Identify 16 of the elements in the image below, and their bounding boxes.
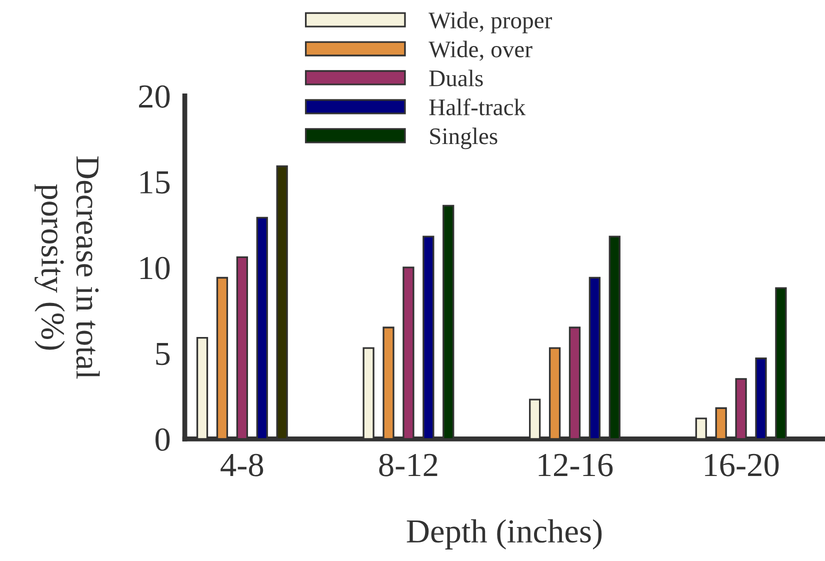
- y-tick-label: 10: [140, 256, 170, 280]
- x-tick-label: 12-16: [538, 454, 613, 476]
- legend-label: Singles: [430, 128, 498, 150]
- y-axis-title: Decrease in total porosity (%): [34, 156, 100, 379]
- legend-label: Wide, proper: [428, 12, 552, 34]
- y-tick-label: 20: [139, 85, 170, 108]
- legend-label: Duals: [429, 70, 483, 86]
- x-axis-title: Depth (inches): [406, 519, 602, 550]
- x-tick-label: 4-8: [220, 454, 264, 476]
- y-tick-label: 5: [156, 342, 170, 366]
- x-tick-label: 16-20: [705, 454, 779, 476]
- y-tick-label: 15: [140, 171, 170, 194]
- legend-label: Wide, over: [428, 40, 532, 61]
- y-tick-label: 0: [156, 428, 170, 451]
- x-tick-label: 8-12: [379, 454, 438, 476]
- legend-label: Half-track: [429, 98, 526, 116]
